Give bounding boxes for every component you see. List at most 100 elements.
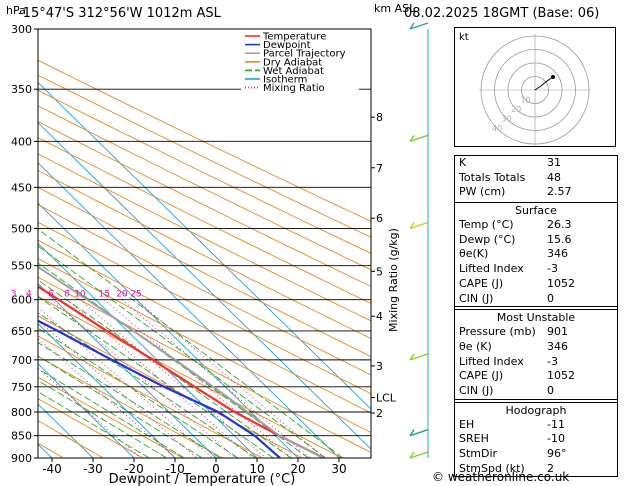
pressure-tick-label: 500 bbox=[11, 222, 32, 235]
index-label: Totals Totals bbox=[459, 170, 526, 184]
pressure-tick-label: 750 bbox=[11, 381, 32, 394]
legend-entry: Wet Adiabat bbox=[263, 66, 324, 77]
surface-row: CAPE (J) 1052 bbox=[455, 277, 617, 292]
most-unstable-value: 0 bbox=[547, 383, 554, 397]
km-unit-label: km ASL bbox=[374, 2, 416, 15]
surface-value: 1052 bbox=[547, 276, 575, 290]
hodograph-param-value: -11 bbox=[547, 417, 565, 431]
mixing-ratio-label: 10 bbox=[74, 290, 86, 300]
pressure-tick-label: 450 bbox=[11, 181, 32, 194]
index-row: K 31 bbox=[455, 156, 617, 171]
wind-barb-flag bbox=[409, 222, 415, 229]
most-unstable-row: Lifted Index -3 bbox=[455, 355, 617, 370]
mixing-ratio-label: 8 bbox=[64, 290, 70, 300]
legend-entry: Dewpoint bbox=[263, 40, 311, 51]
legend-entry: Isotherm bbox=[263, 75, 307, 86]
mixing-ratio-label: 4 bbox=[26, 290, 32, 300]
mixing-ratio-label: 6 bbox=[48, 290, 54, 300]
most-unstable-row: θe (K) 346 bbox=[455, 340, 617, 355]
hodograph-param-row: StmSpd (kt) 2 bbox=[455, 462, 617, 477]
legend-entry: Temperature bbox=[262, 32, 326, 43]
most-unstable-title: Most Unstable bbox=[496, 311, 576, 325]
dry-adiabat-line bbox=[38, 257, 371, 434]
surface-title: Surface bbox=[515, 204, 557, 218]
temperature-trace bbox=[38, 285, 325, 458]
temperature-tick-label: 10 bbox=[249, 462, 264, 476]
hodograph-param-label: StmDir bbox=[459, 447, 498, 460]
mixing-ratio-label: 25 bbox=[130, 290, 141, 300]
hodograph-unit-label: kt bbox=[459, 32, 469, 43]
legend-entry: Parcel Trajectory bbox=[263, 49, 346, 60]
most-unstable-row: CAPE (J) 1052 bbox=[455, 369, 617, 384]
index-value: 31 bbox=[547, 156, 561, 169]
hodograph-ring-label: 40 bbox=[492, 124, 502, 133]
mixing-ratio-label: 20 bbox=[116, 290, 128, 300]
surface-row: θe(K) 346 bbox=[455, 247, 617, 262]
hodograph-param-label: SREH bbox=[459, 432, 489, 446]
wind-barb-flag bbox=[409, 134, 415, 142]
index-value: 2.57 bbox=[547, 185, 572, 199]
most-unstable-label: Pressure (mb) bbox=[459, 325, 536, 339]
hodograph-table-title: Hodograph bbox=[505, 403, 567, 417]
hpa-unit-label: hPa bbox=[6, 4, 26, 17]
mixing-ratio-label: 3 bbox=[11, 290, 17, 300]
hodograph-ring-label: 10 bbox=[520, 95, 530, 104]
surface-label: Temp (°C) bbox=[459, 218, 514, 232]
forecast-datetime: 08.02.2025 18GMT (Base: 06) bbox=[404, 6, 600, 21]
altitude-tick-label: 2 bbox=[376, 407, 383, 420]
surface-box: Surface Temp (°C) 26.3 Dewp (°C) 15.6 θe(K) 3… bbox=[455, 202, 617, 308]
hodograph-param-label: EH bbox=[459, 417, 475, 431]
altitude-tick-label: 7 bbox=[376, 162, 383, 175]
footer-credit: © weatheronline.co.uk bbox=[432, 470, 570, 484]
most-unstable-value: 346 bbox=[547, 339, 568, 353]
mixing-ratio-label: 15 bbox=[98, 290, 109, 300]
temperature-tick-label: 30 bbox=[331, 462, 346, 476]
most-unstable-label: CIN (J) bbox=[459, 383, 494, 397]
surface-row: CIN (J) 0 bbox=[455, 292, 617, 307]
altitude-tick-label: 6 bbox=[376, 212, 383, 225]
temperature-tick-label: -20 bbox=[124, 462, 144, 476]
hodograph-param-row: EH -11 bbox=[455, 418, 617, 433]
pressure-tick-label: 300 bbox=[11, 23, 32, 36]
surface-value: -3 bbox=[547, 262, 558, 276]
isotherm-line bbox=[0, 29, 11, 458]
altitude-tick-label: 5 bbox=[376, 265, 383, 278]
most-unstable-row: CIN (J) 0 bbox=[455, 384, 617, 399]
pressure-tick-label: 800 bbox=[11, 406, 32, 419]
hodograph-param-label: StmSpd (kt) bbox=[459, 461, 525, 475]
most-unstable-value: -3 bbox=[547, 354, 558, 368]
surface-value: 26.3 bbox=[547, 218, 572, 232]
altitude-tick-label: LCL bbox=[376, 392, 397, 405]
index-row: PW (cm) 2.57 bbox=[455, 185, 617, 200]
most-unstable-row: Pressure (mb) 901 bbox=[455, 325, 617, 340]
temperature-tick-label: 0 bbox=[212, 462, 220, 476]
surface-row: Lifted Index -3 bbox=[455, 262, 617, 277]
wind-barb bbox=[409, 134, 429, 143]
surface-value: 346 bbox=[547, 247, 568, 261]
hodograph-storm-motion bbox=[551, 75, 555, 79]
wind-barb-flag bbox=[409, 429, 415, 437]
surface-label: CIN (J) bbox=[459, 291, 494, 305]
index-row: Totals Totals 48 bbox=[455, 171, 617, 186]
wind-barb bbox=[409, 22, 429, 30]
most-unstable-label: CAPE (J) bbox=[459, 369, 504, 383]
temperature-tick-label: -40 bbox=[42, 462, 62, 476]
temperature-tick-label: -10 bbox=[165, 462, 185, 476]
legend-entry: Mixing Ratio bbox=[263, 83, 325, 94]
x-axis-label: Dewpoint / Temperature (°C) bbox=[109, 472, 296, 486]
wind-barb bbox=[409, 451, 429, 459]
legend-background bbox=[241, 30, 359, 91]
indices-panel: K 31 Totals Totals 48 PW (cm) 2.57 Surface Te… bbox=[454, 155, 618, 478]
surface-label: Lifted Index bbox=[459, 262, 524, 276]
index-value: 48 bbox=[547, 170, 561, 184]
station-location: -15°47'S 312°56'W 1012m ASL bbox=[18, 6, 221, 21]
wind-barb-flag bbox=[409, 22, 415, 30]
isotherm-line bbox=[38, 282, 217, 458]
pressure-tick-label: 400 bbox=[11, 135, 32, 148]
wind-barb-flag bbox=[409, 451, 415, 459]
surface-label: CAPE (J) bbox=[459, 276, 504, 290]
pressure-tick-label: 650 bbox=[11, 325, 32, 338]
pressure-tick-label: 600 bbox=[11, 294, 32, 307]
wind-barb bbox=[409, 353, 429, 361]
